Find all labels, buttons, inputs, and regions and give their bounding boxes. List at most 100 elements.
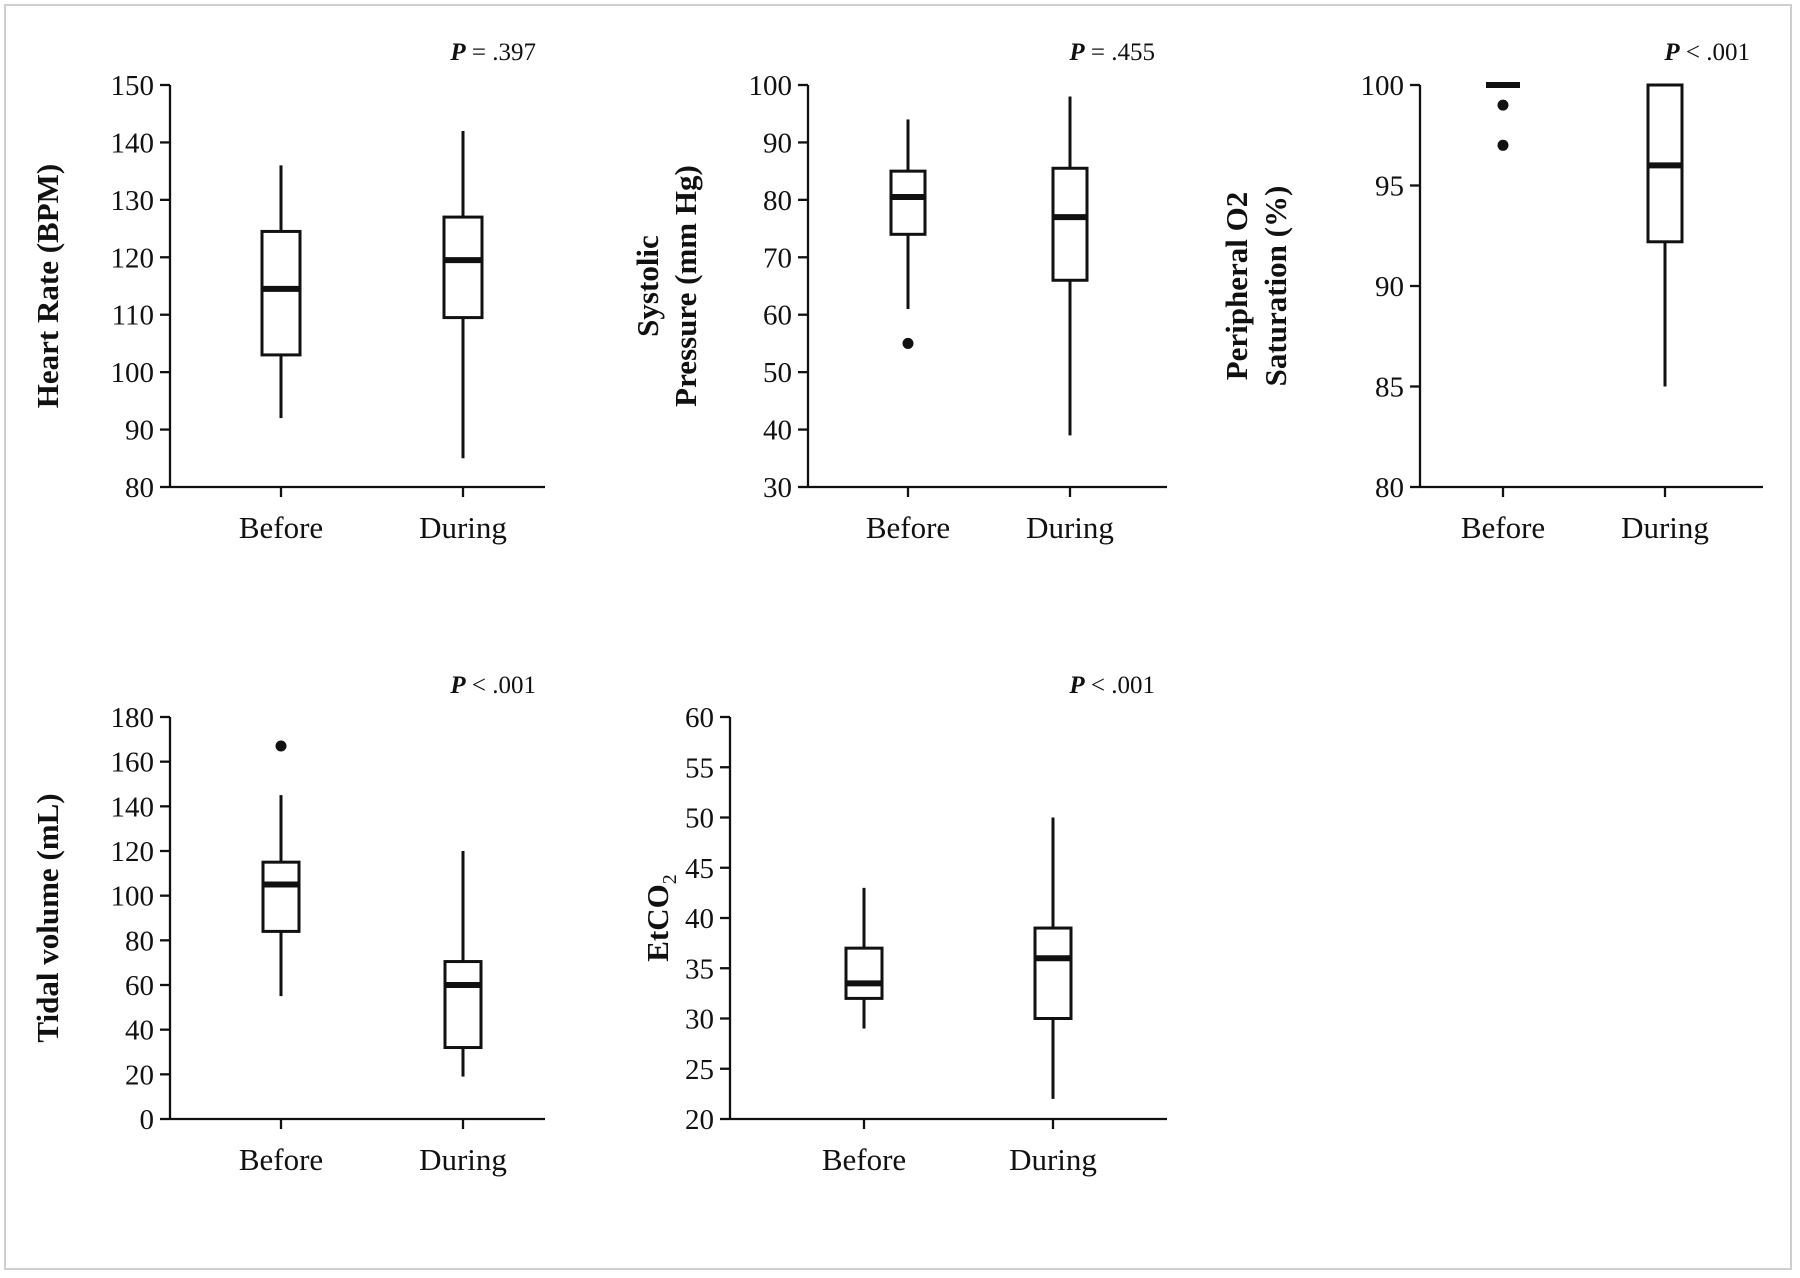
x-tick-label-during: During: [1621, 510, 1709, 545]
p-value-label: P = .455: [1068, 39, 1155, 66]
y-axis-title-line-1: Heart Rate (BPM): [30, 164, 65, 408]
x-tick-label-during: During: [419, 510, 507, 545]
panel-5: 20 25 30 35 40 45 50 55 60 Before During P < .001 Et…: [640, 672, 1167, 1177]
y-axis-title-main: EtCO: [640, 884, 675, 962]
y-tick-label: 90: [763, 127, 792, 159]
y-tick-label: 140: [111, 791, 155, 823]
y-tick-label: 40: [685, 903, 714, 935]
y-tick-label: 180: [111, 702, 155, 734]
y-tick-label: 45: [685, 853, 714, 885]
outlier-point: [902, 337, 914, 349]
y-tick-label: 35: [685, 953, 714, 985]
y-tick-label: 130: [111, 185, 155, 217]
y-tick-label: 60: [685, 702, 714, 734]
box-during: [1051, 96, 1089, 436]
iqr-box: [1033, 926, 1073, 1020]
outlier-point: [1497, 99, 1509, 111]
y-tick-label: 70: [763, 242, 792, 274]
box-during: [1646, 83, 1684, 387]
box-before: [261, 740, 301, 997]
p-symbol: P: [1068, 39, 1085, 66]
x-tick-label-before: Before: [822, 1142, 906, 1177]
y-tick-label: 20: [685, 1104, 714, 1136]
y-axis-title-line-1: Tidal volume (mL): [30, 793, 65, 1042]
y-tick-label: 50: [763, 357, 792, 389]
x-tick-label-before: Before: [239, 510, 323, 545]
y-tick-label: 120: [111, 242, 155, 274]
p-value-label: P = .397: [449, 39, 536, 66]
y-tick-label: 50: [685, 803, 714, 835]
box-before: [260, 165, 302, 419]
y-axis-title-line-1: Peripheral O2: [1219, 192, 1254, 381]
y-tick-label: 85: [1375, 372, 1404, 404]
p-symbol: P: [1663, 39, 1680, 66]
outlier-point: [275, 740, 287, 752]
y-tick-label: 80: [763, 185, 792, 217]
y-tick-label: 55: [685, 752, 714, 784]
y-tick-label: 160: [111, 747, 155, 779]
y-tick-label: 100: [749, 70, 793, 102]
p-value: < .001: [466, 672, 536, 699]
y-tick-label: 100: [111, 881, 155, 913]
y-axis-title-line-2: Pressure (mm Hg): [668, 165, 703, 407]
p-symbol: P: [1068, 672, 1085, 699]
iqr-box: [1051, 166, 1089, 282]
y-tick-label: 30: [685, 1004, 714, 1036]
y-tick-label: 25: [685, 1054, 714, 1086]
p-value-label: P < .001: [449, 672, 536, 699]
iqr-box: [261, 860, 301, 933]
p-value-label: P < .001: [1663, 39, 1750, 66]
p-value: = .455: [1085, 39, 1155, 66]
y-axis-title-line-2: Saturation (%): [1258, 186, 1293, 387]
y-tick-label: 80: [125, 472, 154, 504]
iqr-box: [443, 960, 483, 1050]
iqr-box: [889, 169, 927, 236]
x-tick-label-before: Before: [1461, 510, 1545, 545]
iqr-box: [260, 229, 302, 357]
y-tick-label: 150: [111, 70, 155, 102]
box-during: [1033, 817, 1073, 1099]
iqr-box: [442, 215, 484, 320]
y-tick-label: 80: [125, 925, 154, 957]
box-during: [443, 851, 483, 1077]
y-tick-label: 100: [1361, 70, 1405, 102]
y-tick-label: 120: [111, 836, 155, 868]
box-during: [442, 130, 484, 459]
y-tick-label: 110: [112, 300, 154, 332]
y-tick-label: 40: [763, 415, 792, 447]
y-axis-title-line-1: Systolic: [630, 235, 665, 337]
iqr-box: [844, 946, 884, 1000]
p-value: = .397: [466, 39, 536, 66]
y-tick-label: 60: [763, 300, 792, 332]
y-tick-label: 60: [125, 970, 154, 1002]
x-tick-label-before: Before: [239, 1142, 323, 1177]
p-value: < .001: [1085, 672, 1155, 699]
p-symbol: P: [449, 672, 466, 699]
y-tick-label: 90: [1375, 271, 1404, 303]
x-tick-label-during: During: [419, 1142, 507, 1177]
y-axis-title: EtCO2: [640, 874, 681, 962]
p-symbol: P: [449, 39, 466, 66]
x-tick-label-during: During: [1009, 1142, 1097, 1177]
y-tick-label: 140: [111, 127, 155, 159]
p-value: < .001: [1680, 39, 1750, 66]
panel-4: 0 20 40 60 80 100 120 140 160 180 Before During P < …: [30, 672, 545, 1177]
panel-2: 30 40 50 60 70 80 90 100 Before During P = .455 Sys…: [630, 39, 1167, 545]
panel-3: 80 85 90 95 100 Before During P < .001 Periphera…: [1219, 39, 1763, 545]
y-tick-label: 40: [125, 1015, 154, 1047]
box-before: [889, 119, 927, 349]
y-tick-label: 80: [1375, 472, 1404, 504]
panel-1: 80 90 100 110 120 130 140 150 Before During P = .3…: [30, 39, 545, 545]
p-value-label: P < .001: [1068, 672, 1155, 699]
y-tick-label: 0: [140, 1104, 155, 1136]
y-tick-label: 90: [125, 415, 154, 447]
box-before: [1486, 82, 1520, 151]
y-axis-title-subscript: 2: [659, 874, 681, 884]
box-before: [844, 887, 884, 1029]
x-tick-label-during: During: [1026, 510, 1114, 545]
y-tick-label: 30: [763, 472, 792, 504]
y-tick-label: 100: [111, 357, 155, 389]
y-tick-label: 20: [125, 1059, 154, 1091]
y-tick-label: 95: [1375, 171, 1404, 203]
